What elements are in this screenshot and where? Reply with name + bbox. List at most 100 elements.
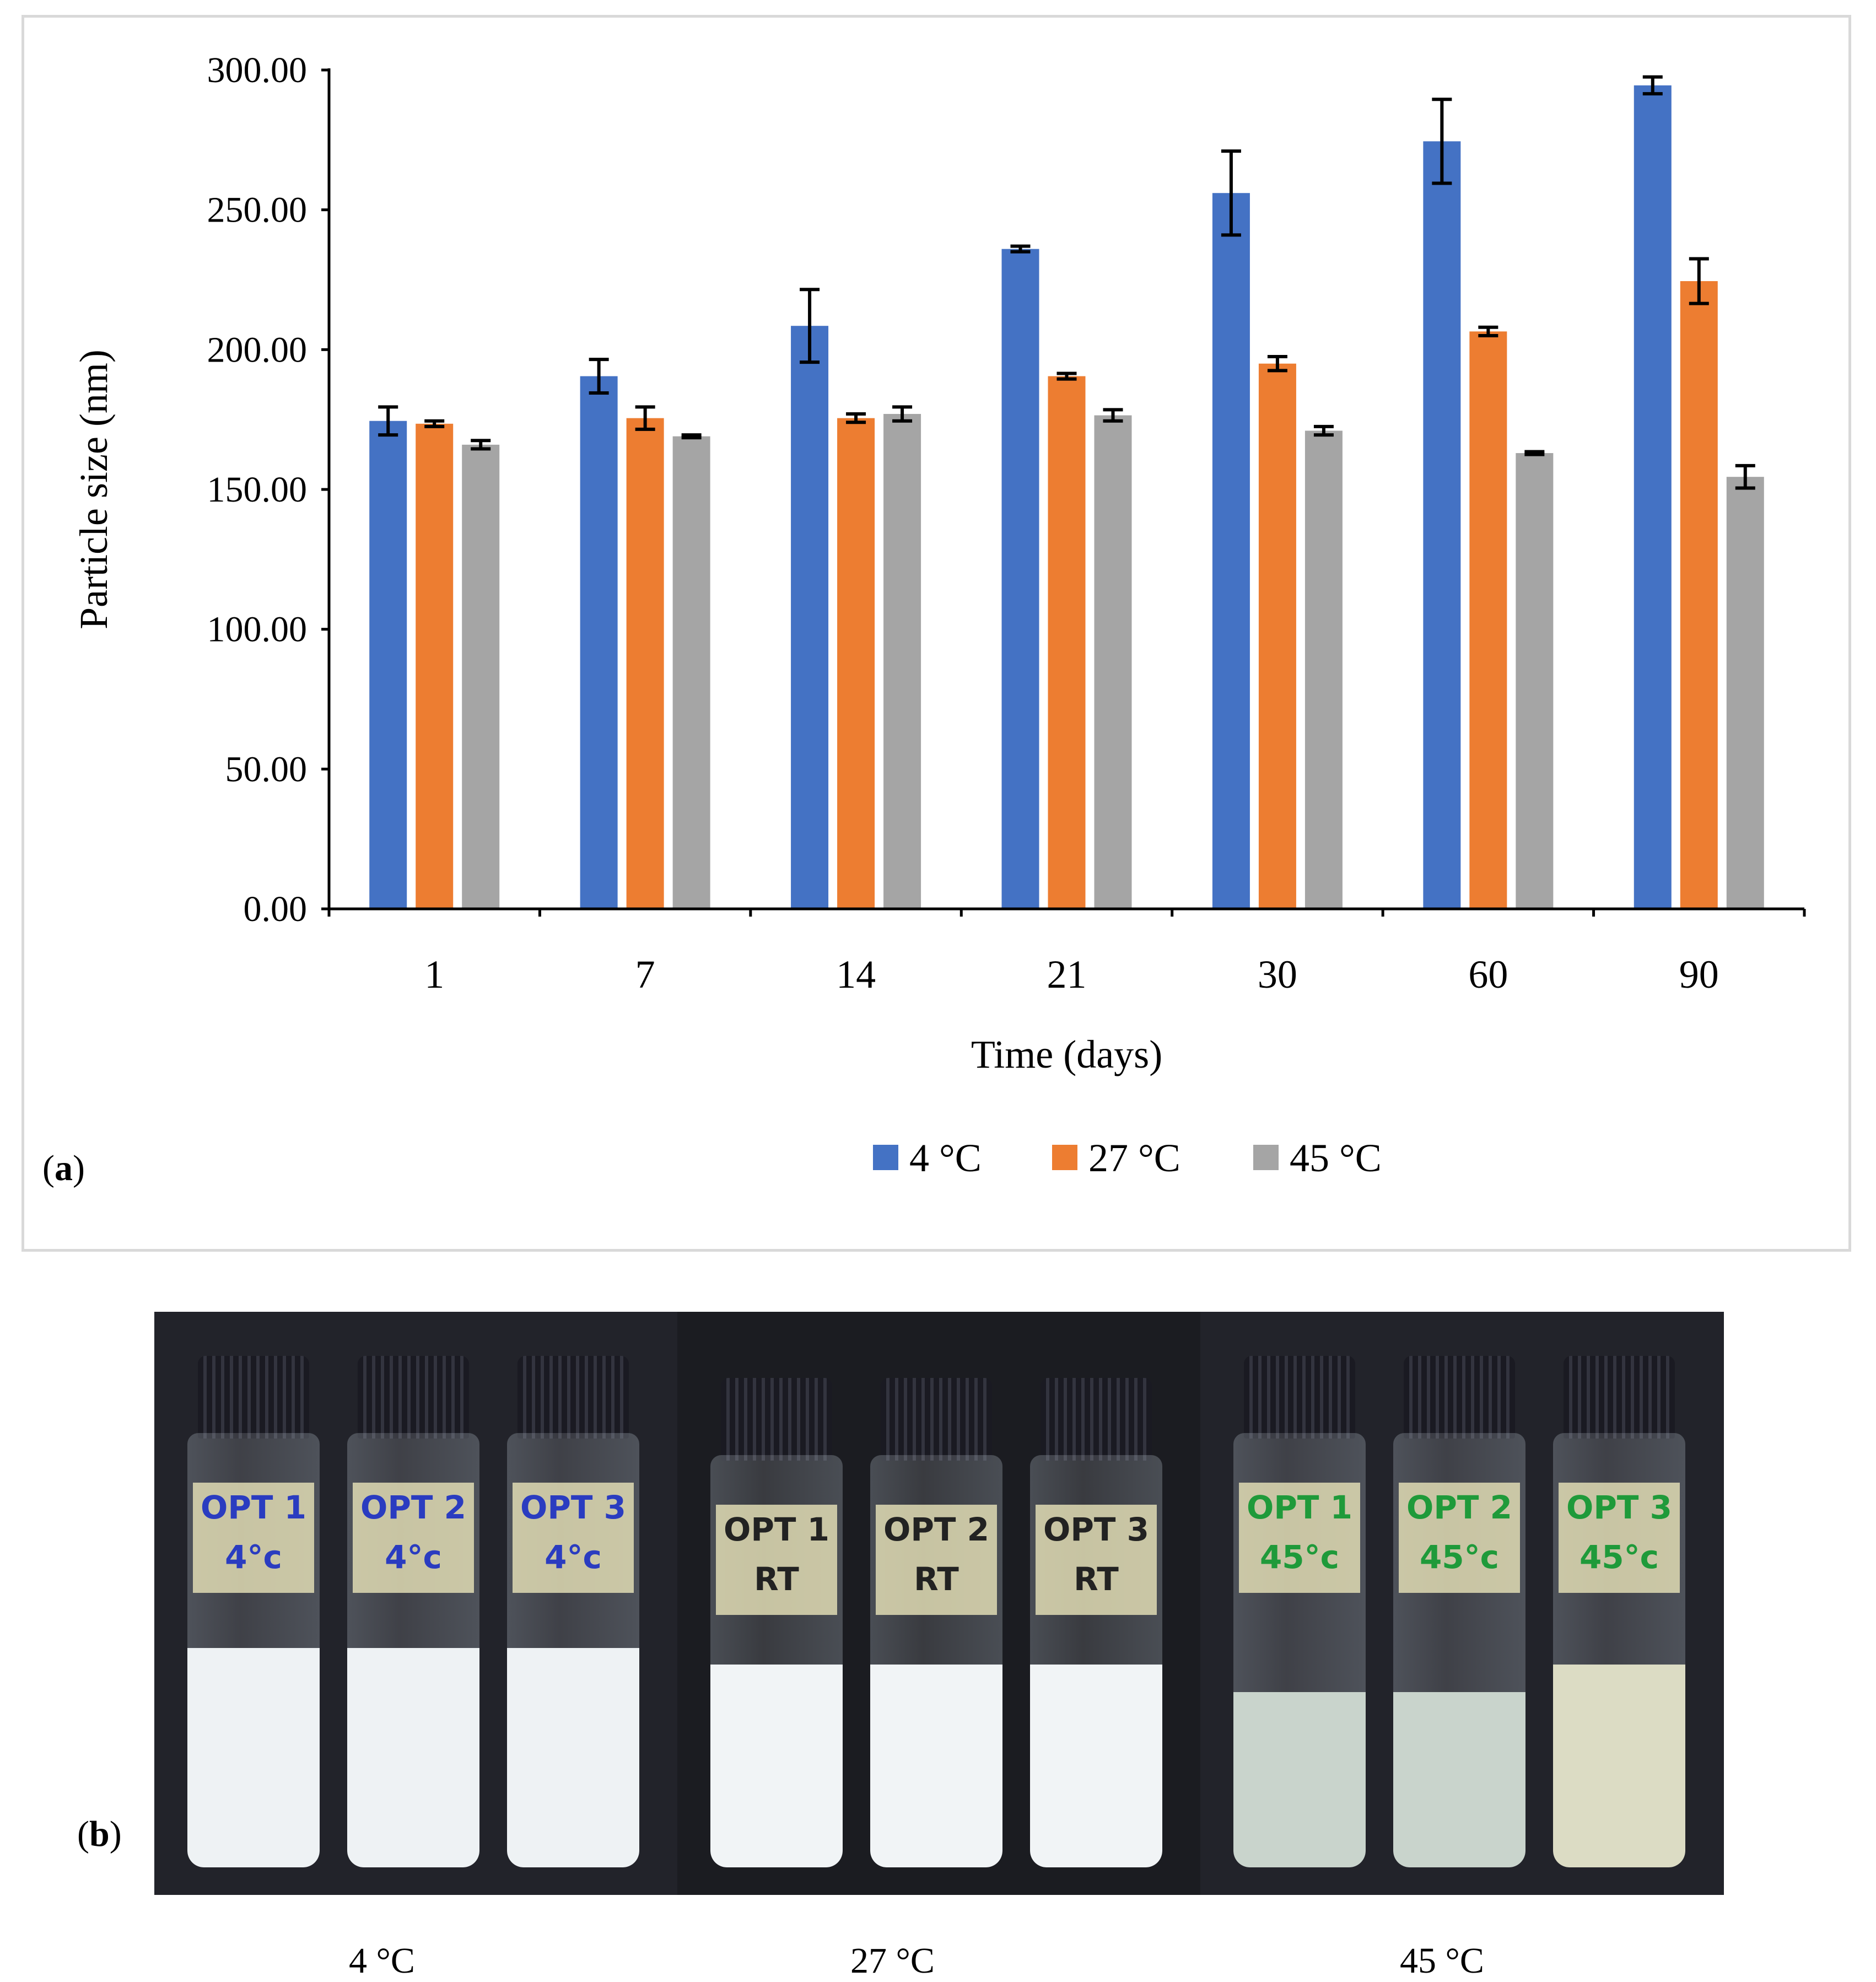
vial: OPT 1 45°c xyxy=(1233,1356,1366,1867)
y-tick-label: 150.00 xyxy=(207,470,308,510)
vial-cap xyxy=(198,1356,309,1439)
vial-label-text: 45°c xyxy=(1419,1538,1500,1576)
vial-label-text: OPT 3 xyxy=(1566,1489,1672,1526)
y-tick-label: 250.00 xyxy=(207,190,308,230)
vial-liquid xyxy=(1233,1692,1366,1867)
vial-cap xyxy=(358,1356,469,1439)
x-axis-title: Time (days) xyxy=(971,1032,1162,1076)
bar xyxy=(1212,193,1250,909)
vial-glass: OPT 3 45°c xyxy=(1553,1433,1685,1867)
photo-caption-4c: 4 °C xyxy=(349,1941,415,1981)
vial: OPT 1 RT xyxy=(710,1378,843,1867)
bar xyxy=(672,436,710,909)
vial-label-tape: OPT 1 4°c xyxy=(192,1483,315,1593)
y-tick-label: 50.00 xyxy=(225,749,308,789)
y-tick-label: 100.00 xyxy=(207,610,308,650)
vial-label-text: OPT 1 xyxy=(724,1511,829,1548)
vial-cap xyxy=(1404,1356,1515,1439)
x-tick-label: 7 xyxy=(635,952,655,997)
bar xyxy=(626,418,664,909)
bar xyxy=(462,444,500,909)
bar xyxy=(837,418,875,909)
vial-glass: OPT 3 RT xyxy=(1030,1455,1162,1867)
panel-label-b: (b) xyxy=(77,1814,122,1854)
vial-label-text: RT xyxy=(914,1560,959,1598)
vial-label-text: OPT 3 xyxy=(1043,1511,1149,1548)
vial-liquid xyxy=(507,1648,639,1867)
vial-label-tape: OPT 2 4°c xyxy=(352,1483,475,1593)
x-tick-label: 1 xyxy=(424,952,444,997)
bar xyxy=(1680,281,1718,909)
bar xyxy=(1001,249,1039,909)
vial-group: OPT 1 4°c OPT 2 4°c OPT 3 4°c xyxy=(154,1312,677,1895)
vial: OPT 2 45°c xyxy=(1393,1356,1525,1867)
photo-caption-27c: 27 °C xyxy=(850,1941,935,1981)
vial-liquid xyxy=(1393,1692,1525,1867)
bar xyxy=(1048,376,1086,909)
vial-label-tape: OPT 3 45°c xyxy=(1558,1483,1680,1593)
legend-label: 45 °C xyxy=(1290,1136,1382,1180)
vial-label-text: 4°c xyxy=(385,1538,442,1576)
y-tick-label: 300.00 xyxy=(207,50,308,90)
bar xyxy=(1094,415,1132,909)
bar xyxy=(369,421,407,909)
bar xyxy=(1258,363,1296,909)
vial: OPT 3 4°c xyxy=(507,1356,639,1867)
y-tick-label: 0.00 xyxy=(244,889,308,929)
legend-swatch xyxy=(873,1145,898,1170)
vial-photo: OPT 1 4°c OPT 2 4°c OPT 3 4°c OPT 1 RT OPT 2 RT OP… xyxy=(154,1312,1724,1895)
chart-panel: 0.00 50.00 100.00 150.00 200.00 250.00 300.00 1… xyxy=(21,15,1851,1252)
vial-label-tape: OPT 1 RT xyxy=(715,1505,838,1615)
x-tick-label: 14 xyxy=(836,952,876,997)
vial-label-text: RT xyxy=(1074,1560,1119,1598)
vial-label-tape: OPT 3 RT xyxy=(1035,1505,1157,1615)
vial-cap xyxy=(1564,1356,1675,1439)
bar xyxy=(1469,331,1507,909)
bar xyxy=(1726,477,1764,909)
y-axis-title: Particle size (nm) xyxy=(72,349,116,629)
bar xyxy=(1516,453,1554,909)
vial-glass: OPT 3 4°c xyxy=(507,1433,639,1867)
vial-liquid xyxy=(870,1665,1002,1867)
vial-glass: OPT 1 4°c xyxy=(187,1433,320,1867)
panel-label-a: (a) xyxy=(42,1148,85,1188)
vial-cap xyxy=(881,1378,992,1461)
vial-label-tape: OPT 2 RT xyxy=(875,1505,998,1615)
legend-label: 27 °C xyxy=(1088,1136,1180,1180)
vial-label-text: OPT 2 xyxy=(883,1511,989,1548)
vial-label-text: OPT 1 xyxy=(201,1489,306,1526)
vial-label-tape: OPT 1 45°c xyxy=(1238,1483,1361,1593)
vial-glass: OPT 2 4°c xyxy=(347,1433,479,1867)
vial-cap xyxy=(517,1356,629,1439)
vial-label-text: 45°c xyxy=(1259,1538,1340,1576)
vial-cap xyxy=(1244,1356,1355,1439)
y-tick-label: 200.00 xyxy=(207,330,308,370)
vial-label-tape: OPT 3 4°c xyxy=(512,1483,634,1593)
vial-liquid xyxy=(1553,1665,1685,1867)
bar xyxy=(416,423,454,909)
photo-caption-45c: 45 °C xyxy=(1400,1941,1484,1981)
legend-swatch xyxy=(1052,1145,1077,1170)
bar xyxy=(580,376,618,909)
legend-label: 4 °C xyxy=(909,1136,982,1180)
vial: OPT 2 RT xyxy=(870,1378,1002,1867)
vial-group: OPT 1 RT OPT 2 RT OPT 3 RT xyxy=(677,1312,1200,1895)
x-tick-label: 90 xyxy=(1679,952,1719,997)
vial-label-text: OPT 3 xyxy=(520,1489,626,1526)
bar-chart: 0.00 50.00 100.00 150.00 200.00 250.00 300.00 1… xyxy=(72,50,1806,1180)
vial-liquid xyxy=(347,1648,479,1867)
vial-group: OPT 1 45°c OPT 2 45°c OPT 3 45°c xyxy=(1200,1312,1723,1895)
bar xyxy=(883,414,921,909)
vial-label-text: OPT 1 xyxy=(1247,1489,1352,1526)
legend-swatch xyxy=(1253,1145,1279,1170)
vial: OPT 3 RT xyxy=(1030,1378,1162,1867)
bar xyxy=(1634,85,1672,909)
vial-liquid xyxy=(710,1665,843,1867)
vial-glass: OPT 2 45°c xyxy=(1393,1433,1525,1867)
vial-label-text: 45°c xyxy=(1579,1538,1659,1576)
vial: OPT 2 4°c xyxy=(347,1356,479,1867)
vial-label-text: RT xyxy=(754,1560,799,1598)
vial-glass: OPT 2 RT xyxy=(870,1455,1002,1867)
vial-glass: OPT 1 45°c xyxy=(1233,1433,1366,1867)
bar xyxy=(791,326,829,909)
